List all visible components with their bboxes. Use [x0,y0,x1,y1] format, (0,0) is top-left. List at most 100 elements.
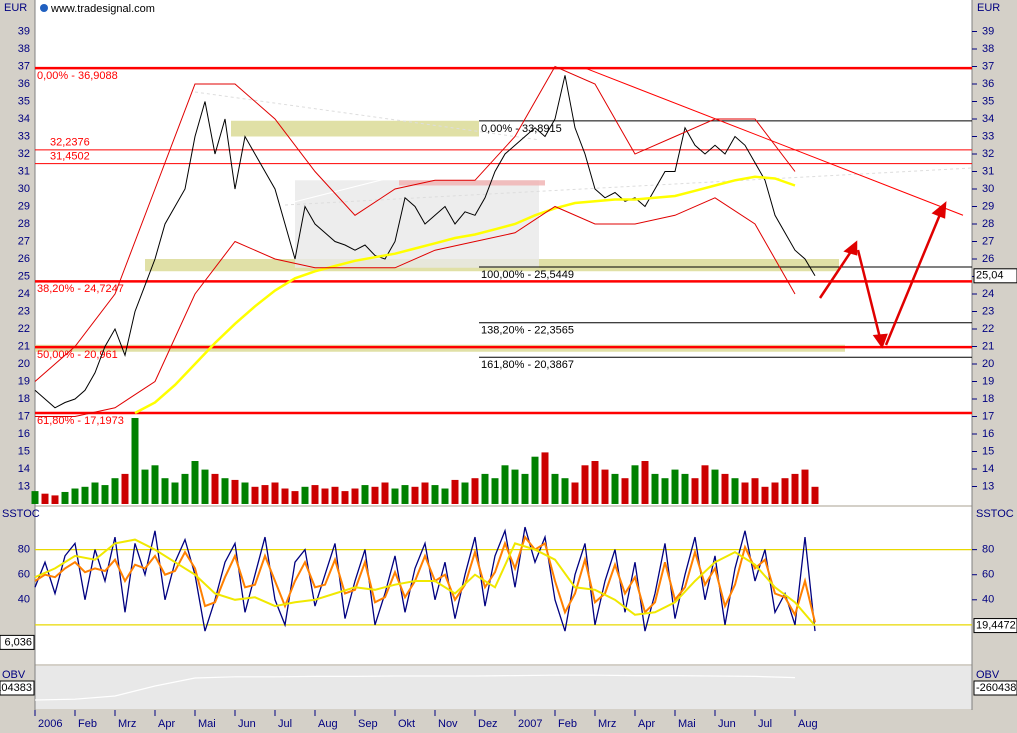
volume-bar [311,485,319,504]
y-tick-label: 38 [982,43,994,55]
volume-bar [541,452,549,504]
volume-bar [81,486,89,504]
y-tick-label: 60 [982,569,994,581]
volume-bar [211,473,219,504]
y-tick-label: 28 [18,218,30,230]
y-tick-label: 30 [982,183,994,195]
x-tick-label: Mrz [598,718,616,730]
y-tick-label: 34 [18,113,30,125]
volume-bar [701,465,709,504]
arrow-head [931,201,947,219]
volume-bar [131,418,139,504]
series-line [34,65,796,382]
y-tick-label: 26 [982,253,994,265]
panel-title: OBV [976,669,1000,681]
y-tick-label: 19 [18,375,30,387]
volume-bar [621,478,629,504]
level-label: 138,20% - 22,3565 [481,325,574,337]
last-value-label: 25,04 [976,270,1004,282]
x-tick-label: Feb [78,718,97,730]
volume-bar [611,473,619,504]
trend-decor [194,91,973,206]
volume-bar [221,478,229,504]
y-tick-label: 21 [18,340,30,352]
last-value-label: 19,4472 [976,619,1016,631]
y-tick-label: 17 [982,410,994,422]
y-tick-label: 13 [982,480,994,492]
y-tick-label: 21 [982,340,994,352]
volume-bar [721,473,729,504]
x-tick-label: Apr [638,718,655,730]
volume-bar [411,486,419,504]
arrow-down [856,249,882,339]
y-tick-label: 33 [982,130,994,142]
source: www.tradesignal.com [50,3,155,15]
x-tick-label: 2007 [518,718,542,730]
volume-bar [751,478,759,504]
volume-bar [291,491,299,504]
y-tick-label: 80 [18,544,30,556]
left-value-label: -104383 [0,682,32,694]
y-tick-label: 17 [18,410,30,422]
y-tick-label: 15 [18,445,30,457]
volume-bar [51,495,59,504]
volume-bar [401,485,409,504]
volume-bar [531,456,539,504]
series-line [34,535,816,623]
y-tick-label: 24 [982,288,994,300]
left-value-box [0,634,35,650]
x-tick-label: Aug [798,718,818,730]
arrows [818,201,947,349]
volume-bar [811,486,819,504]
y-tick-label: 34 [982,113,994,125]
level-label: 50,00% - 20,961 [37,349,118,361]
last-value-box [973,268,1017,284]
logo [40,4,48,12]
x-tick-label: Okt [398,718,415,730]
volume-bar [481,473,489,504]
series-line [34,75,816,409]
volume-bar [641,461,649,504]
volume-bar [651,473,659,504]
x-tick-label: Nov [438,718,458,730]
currency-left: EUR [4,2,27,14]
stoch-panel [35,507,972,664]
panel-title: OBV [2,669,26,681]
volume-bar [321,488,329,504]
y-tick-label: 15 [982,445,994,457]
y-tick-label: 32 [18,148,30,160]
volume-bar [91,482,99,504]
volume-bar [171,482,179,504]
y-tick-label: 40 [982,594,994,606]
volume-bar [681,473,689,504]
y-tick-label: 38 [18,43,30,55]
dashed-trendline [284,167,973,206]
x-tick-label: Mrz [118,718,136,730]
volume-bar [101,485,109,504]
x-tick-label: Jun [718,718,736,730]
volume-bar [571,482,579,504]
volume-bar [591,461,599,504]
series-line [34,674,796,701]
volume-bar [351,488,359,504]
y-tick-label: 29 [982,200,994,212]
x-tick-label: Mai [198,718,216,730]
x-tick-label: Apr [158,718,175,730]
x-tick-label: Dez [478,718,498,730]
volume-bar [451,479,459,504]
volume-bar [151,465,159,504]
y-tick-label: 31 [982,165,994,177]
volume-bar [41,493,49,504]
y-tick-label: 35 [982,95,994,107]
volume-bar [281,488,289,504]
level-label: 0,00% - 33,8915 [481,123,562,135]
volume-bar [161,478,169,504]
volume-bar [111,478,119,504]
volume-bar [261,485,269,504]
x-tick-label: Jul [278,718,292,730]
y-tick-label: 20 [982,358,994,370]
y-tick-label: 13 [18,480,30,492]
trendline [584,67,964,216]
volume-bar [791,473,799,504]
y-tick-label: 35 [18,95,30,107]
